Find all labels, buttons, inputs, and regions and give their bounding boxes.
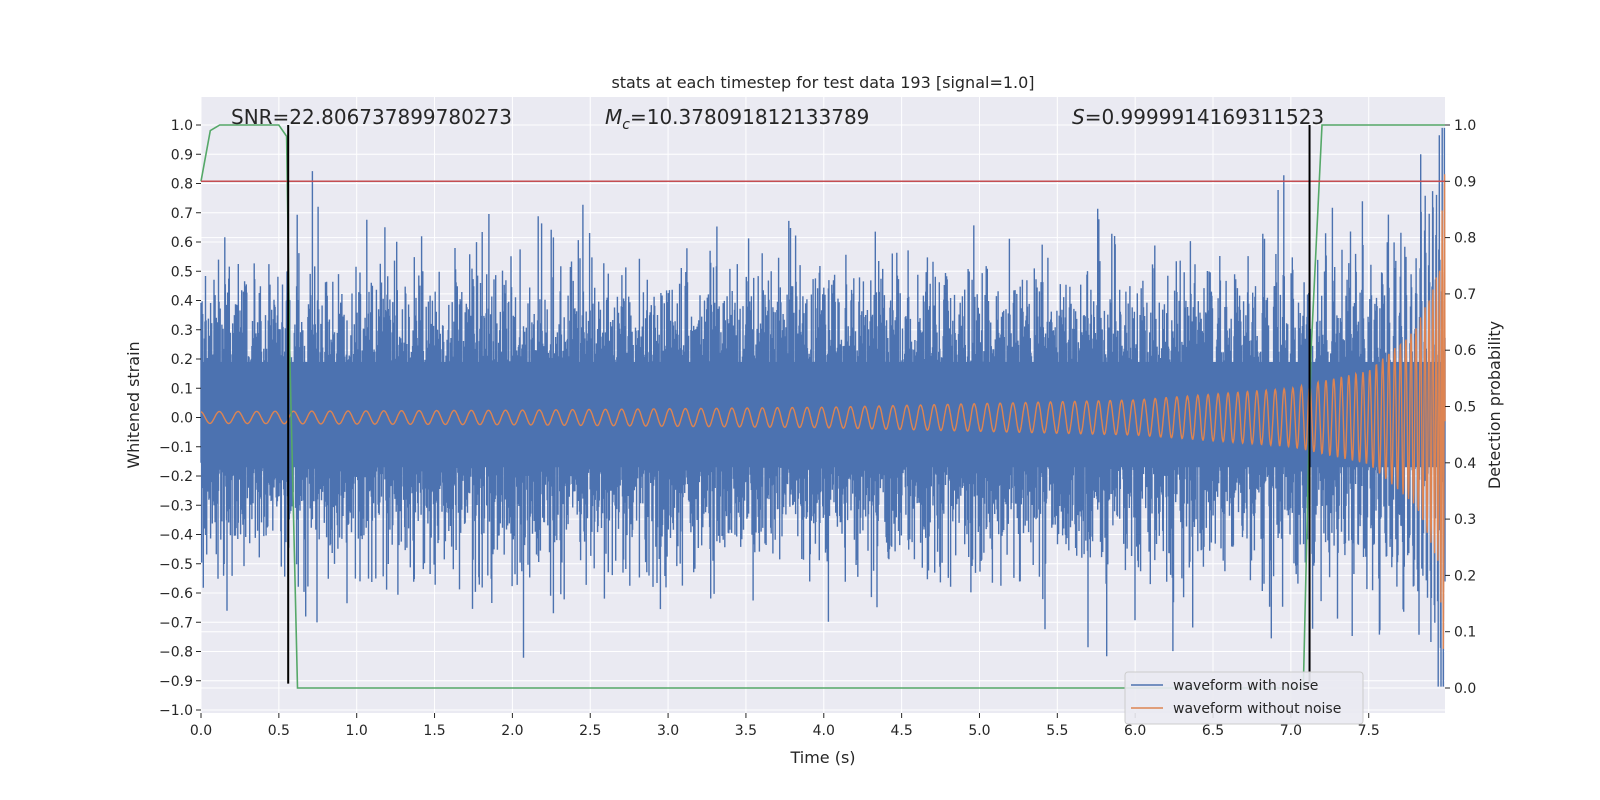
series-waveform-without-noise bbox=[200, 174, 1446, 649]
y-tick-label: 0.0 bbox=[171, 411, 193, 427]
noise-dense-band bbox=[201, 361, 1445, 468]
y2-tick-label: 0.1 bbox=[1454, 625, 1476, 641]
tick-labels: 0.0 0.5 1.0 1.5 2.0 2.5 3.0 3.5 4.0 4.5 5.0 5.5 6.0 6… bbox=[159, 118, 1476, 739]
y-tick-label: −0.8 bbox=[159, 645, 193, 661]
x-tick-label: 2.0 bbox=[501, 723, 523, 739]
y2-tick-label: 0.8 bbox=[1454, 231, 1476, 247]
score-symbol: S bbox=[1072, 105, 1085, 129]
chart-title: stats at each timestep for test data 193… bbox=[611, 73, 1034, 92]
score-value: =0.9999914169311523 bbox=[1085, 105, 1324, 129]
x-tick-label: 3.5 bbox=[735, 723, 757, 739]
y-tick-label: −0.1 bbox=[159, 440, 193, 456]
y-tick-label: −0.3 bbox=[159, 498, 193, 514]
y-tick-label: 0.1 bbox=[171, 381, 193, 397]
y2-tick-label: 0.3 bbox=[1454, 512, 1476, 528]
x-tick-label: 2.5 bbox=[579, 723, 601, 739]
x-tick-label: 0.0 bbox=[190, 723, 212, 739]
x-tick-label: 4.5 bbox=[890, 723, 912, 739]
y-tick-label: −0.2 bbox=[159, 469, 193, 485]
chirp-mass-value: =10.378091812133789 bbox=[630, 105, 869, 129]
y2-tick-label: 0.4 bbox=[1454, 456, 1476, 472]
x-tick-label: 1.5 bbox=[423, 723, 445, 739]
x-tick-label: 1.0 bbox=[346, 723, 368, 739]
y2-tick-label: 1.0 bbox=[1454, 118, 1476, 134]
y-tick-label: −0.9 bbox=[159, 674, 193, 690]
legend-label-clean: waveform without noise bbox=[1173, 701, 1341, 717]
y-tick-label: −0.7 bbox=[159, 615, 193, 631]
y-tick-label: 1.0 bbox=[171, 118, 193, 134]
legend: waveform with noise waveform without noi… bbox=[1124, 671, 1364, 725]
y-axis-label: Whitened strain bbox=[124, 341, 143, 468]
y2-tick-label: 0.0 bbox=[1454, 681, 1476, 697]
score-annotation: S=0.9999914169311523 bbox=[1072, 105, 1324, 129]
y-tick-label: 0.3 bbox=[171, 323, 193, 339]
probability-line bbox=[200, 124, 1445, 689]
y2-tick-label: 0.5 bbox=[1454, 400, 1476, 416]
y-tick-label: 0.9 bbox=[171, 147, 193, 163]
x-tick-label: 5.0 bbox=[968, 723, 990, 739]
chirp-mass-symbol: M bbox=[605, 105, 622, 129]
legend-label-noise: waveform with noise bbox=[1173, 678, 1318, 694]
x-tick-label: 5.5 bbox=[1046, 723, 1068, 739]
y-tick-label: −1.0 bbox=[159, 703, 193, 719]
x-tick-label: 7.5 bbox=[1358, 723, 1380, 739]
y-tick-label: 0.8 bbox=[171, 177, 193, 193]
y-tick-label: −0.5 bbox=[159, 557, 193, 573]
x-axis-label: Time (s) bbox=[789, 748, 855, 767]
y-tick-label: 0.5 bbox=[171, 264, 193, 280]
y-tick-label: 0.4 bbox=[171, 294, 193, 310]
y2-tick-label: 0.7 bbox=[1454, 287, 1476, 303]
chirp-mass-annotation: Mc=10.378091812133789 bbox=[605, 105, 869, 133]
y2-axis-label: Detection probability bbox=[1485, 321, 1504, 489]
x-tick-label: 7.0 bbox=[1280, 723, 1302, 739]
y-tick-label: −0.4 bbox=[159, 528, 193, 544]
y-tick-label: 0.2 bbox=[171, 352, 193, 368]
y-tick-label: 0.7 bbox=[171, 206, 193, 222]
clean-waveform-line bbox=[200, 174, 1446, 649]
y-tick-label: −0.6 bbox=[159, 586, 193, 602]
x-tick-label: 3.0 bbox=[657, 723, 679, 739]
y2-tick-label: 0.6 bbox=[1454, 343, 1476, 359]
y2-tick-label: 0.9 bbox=[1454, 174, 1476, 190]
snr-annotation: SNR=22.806737899780273 bbox=[231, 105, 512, 129]
chirp-mass-subscript: c bbox=[622, 117, 630, 133]
x-tick-label: 6.5 bbox=[1202, 723, 1224, 739]
x-tick-label: 4.0 bbox=[813, 723, 835, 739]
y-tick-label: 0.6 bbox=[171, 235, 193, 251]
y2-tick-label: 0.2 bbox=[1454, 568, 1476, 584]
series-waveform-with-noise bbox=[200, 127, 1446, 687]
legend-box bbox=[1124, 671, 1364, 725]
x-tick-label: 6.0 bbox=[1124, 723, 1146, 739]
vertical-markers bbox=[287, 125, 1311, 684]
series-detection-probability bbox=[200, 124, 1445, 689]
x-tick-label: 0.5 bbox=[268, 723, 290, 739]
